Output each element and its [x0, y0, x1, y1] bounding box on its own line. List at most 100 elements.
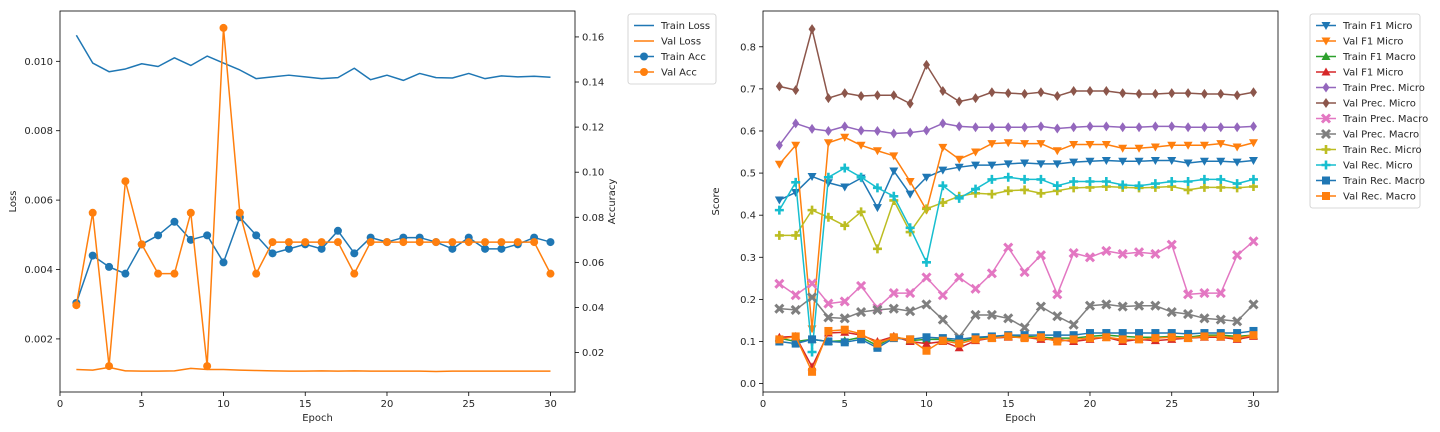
x-tick-label: 0: [57, 399, 63, 410]
y2-tick-label: 0.08: [582, 213, 604, 224]
data-point: [1052, 289, 1063, 300]
y2-tick-label: 0.16: [582, 32, 604, 43]
data-point: [121, 269, 130, 278]
data-point: [1135, 335, 1144, 344]
data-point: [1069, 335, 1078, 344]
data-point: [808, 123, 816, 134]
legend-entry: Train Rec. Macro: [1342, 176, 1425, 187]
data-point: [252, 231, 261, 240]
data-point: [1101, 177, 1111, 187]
data-point: [1070, 122, 1078, 133]
x-axis-label: Epoch: [302, 413, 333, 424]
data-point: [970, 309, 981, 321]
data-point: [1184, 88, 1192, 99]
data-point: [1118, 335, 1127, 344]
legend-frame: [1309, 13, 1421, 209]
data-point: [888, 288, 899, 299]
series-line: [778, 240, 1254, 309]
series-val-rec-macro: [775, 325, 1258, 376]
data-point: [1151, 329, 1160, 338]
data-point: [774, 303, 785, 314]
data-point: [219, 258, 228, 267]
y2-tick-label: 0.14: [582, 78, 604, 89]
data-point: [1183, 141, 1193, 150]
series-line: [778, 136, 1254, 330]
data-point: [872, 204, 882, 213]
data-point: [906, 335, 915, 344]
legend-entry: Train Prec. Macro: [1342, 114, 1428, 125]
legend-entry: Val Rec. Macro: [1343, 192, 1416, 203]
data-point: [905, 223, 915, 233]
data-point: [987, 140, 997, 149]
data-point: [955, 96, 963, 107]
data-point: [1150, 143, 1160, 152]
data-point: [1069, 158, 1079, 167]
data-point: [1086, 85, 1094, 96]
data-point: [1052, 311, 1063, 322]
data-point: [1233, 329, 1242, 338]
x-tick-label: 30: [1247, 399, 1260, 410]
data-point: [955, 335, 964, 344]
data-point: [121, 177, 130, 186]
data-point: [399, 238, 408, 247]
data-point: [1021, 88, 1029, 99]
data-point: [186, 208, 195, 217]
y-tick-label: 0.6: [740, 126, 756, 137]
legend-entry: Train Prec. Micro: [1342, 83, 1425, 94]
data-point: [1199, 174, 1209, 184]
data-point: [840, 133, 850, 142]
data-point: [872, 183, 882, 193]
data-point: [889, 191, 899, 201]
data-point: [1151, 334, 1160, 343]
x-tick-label: 20: [381, 399, 394, 410]
data-point: [203, 362, 212, 371]
data-point: [1135, 88, 1143, 99]
y-tick-label: 0.002: [24, 334, 53, 345]
data-point: [1020, 185, 1030, 195]
data-point: [1248, 139, 1258, 148]
data-point: [971, 148, 981, 157]
data-point: [1085, 329, 1094, 338]
y-tick-label: 0.0: [740, 379, 756, 390]
data-point: [841, 121, 849, 132]
data-point: [1232, 250, 1243, 261]
data-point: [1036, 188, 1046, 198]
data-point: [775, 81, 783, 92]
data-point: [1233, 334, 1242, 343]
data-point: [1135, 122, 1143, 133]
legend-marker: [1322, 192, 1330, 200]
data-point: [857, 335, 866, 344]
data-point: [841, 88, 849, 99]
y-tick-label: 0.2: [740, 295, 756, 306]
data-point: [1118, 329, 1127, 338]
data-point: [988, 122, 996, 133]
data-point: [889, 333, 898, 342]
data-point: [1020, 140, 1030, 149]
data-point: [1167, 141, 1177, 150]
data-point: [1249, 121, 1257, 132]
data-point: [1003, 172, 1013, 182]
data-point: [873, 125, 881, 136]
legend-entry: Train F1 Macro: [1342, 52, 1416, 63]
data-point: [824, 337, 833, 346]
data-point: [546, 269, 555, 278]
data-point: [1248, 174, 1258, 184]
data-point: [333, 238, 342, 247]
series-val-f1-micro: [774, 133, 1258, 334]
x-tick-label: 20: [1084, 399, 1097, 410]
data-point: [987, 189, 997, 199]
data-point: [317, 244, 326, 253]
data-point: [1167, 156, 1177, 165]
y-tick-label: 0.010: [24, 57, 53, 68]
data-point: [922, 346, 931, 355]
data-point: [856, 306, 867, 318]
axes-frame: [59, 10, 576, 393]
series-line: [75, 34, 551, 82]
series-train-acc: [72, 213, 555, 307]
data-point: [986, 309, 997, 321]
data-point: [856, 141, 866, 150]
data-point: [808, 367, 817, 376]
data-point: [839, 296, 850, 307]
data-point: [873, 90, 881, 101]
x-tick-label: 5: [842, 399, 848, 410]
